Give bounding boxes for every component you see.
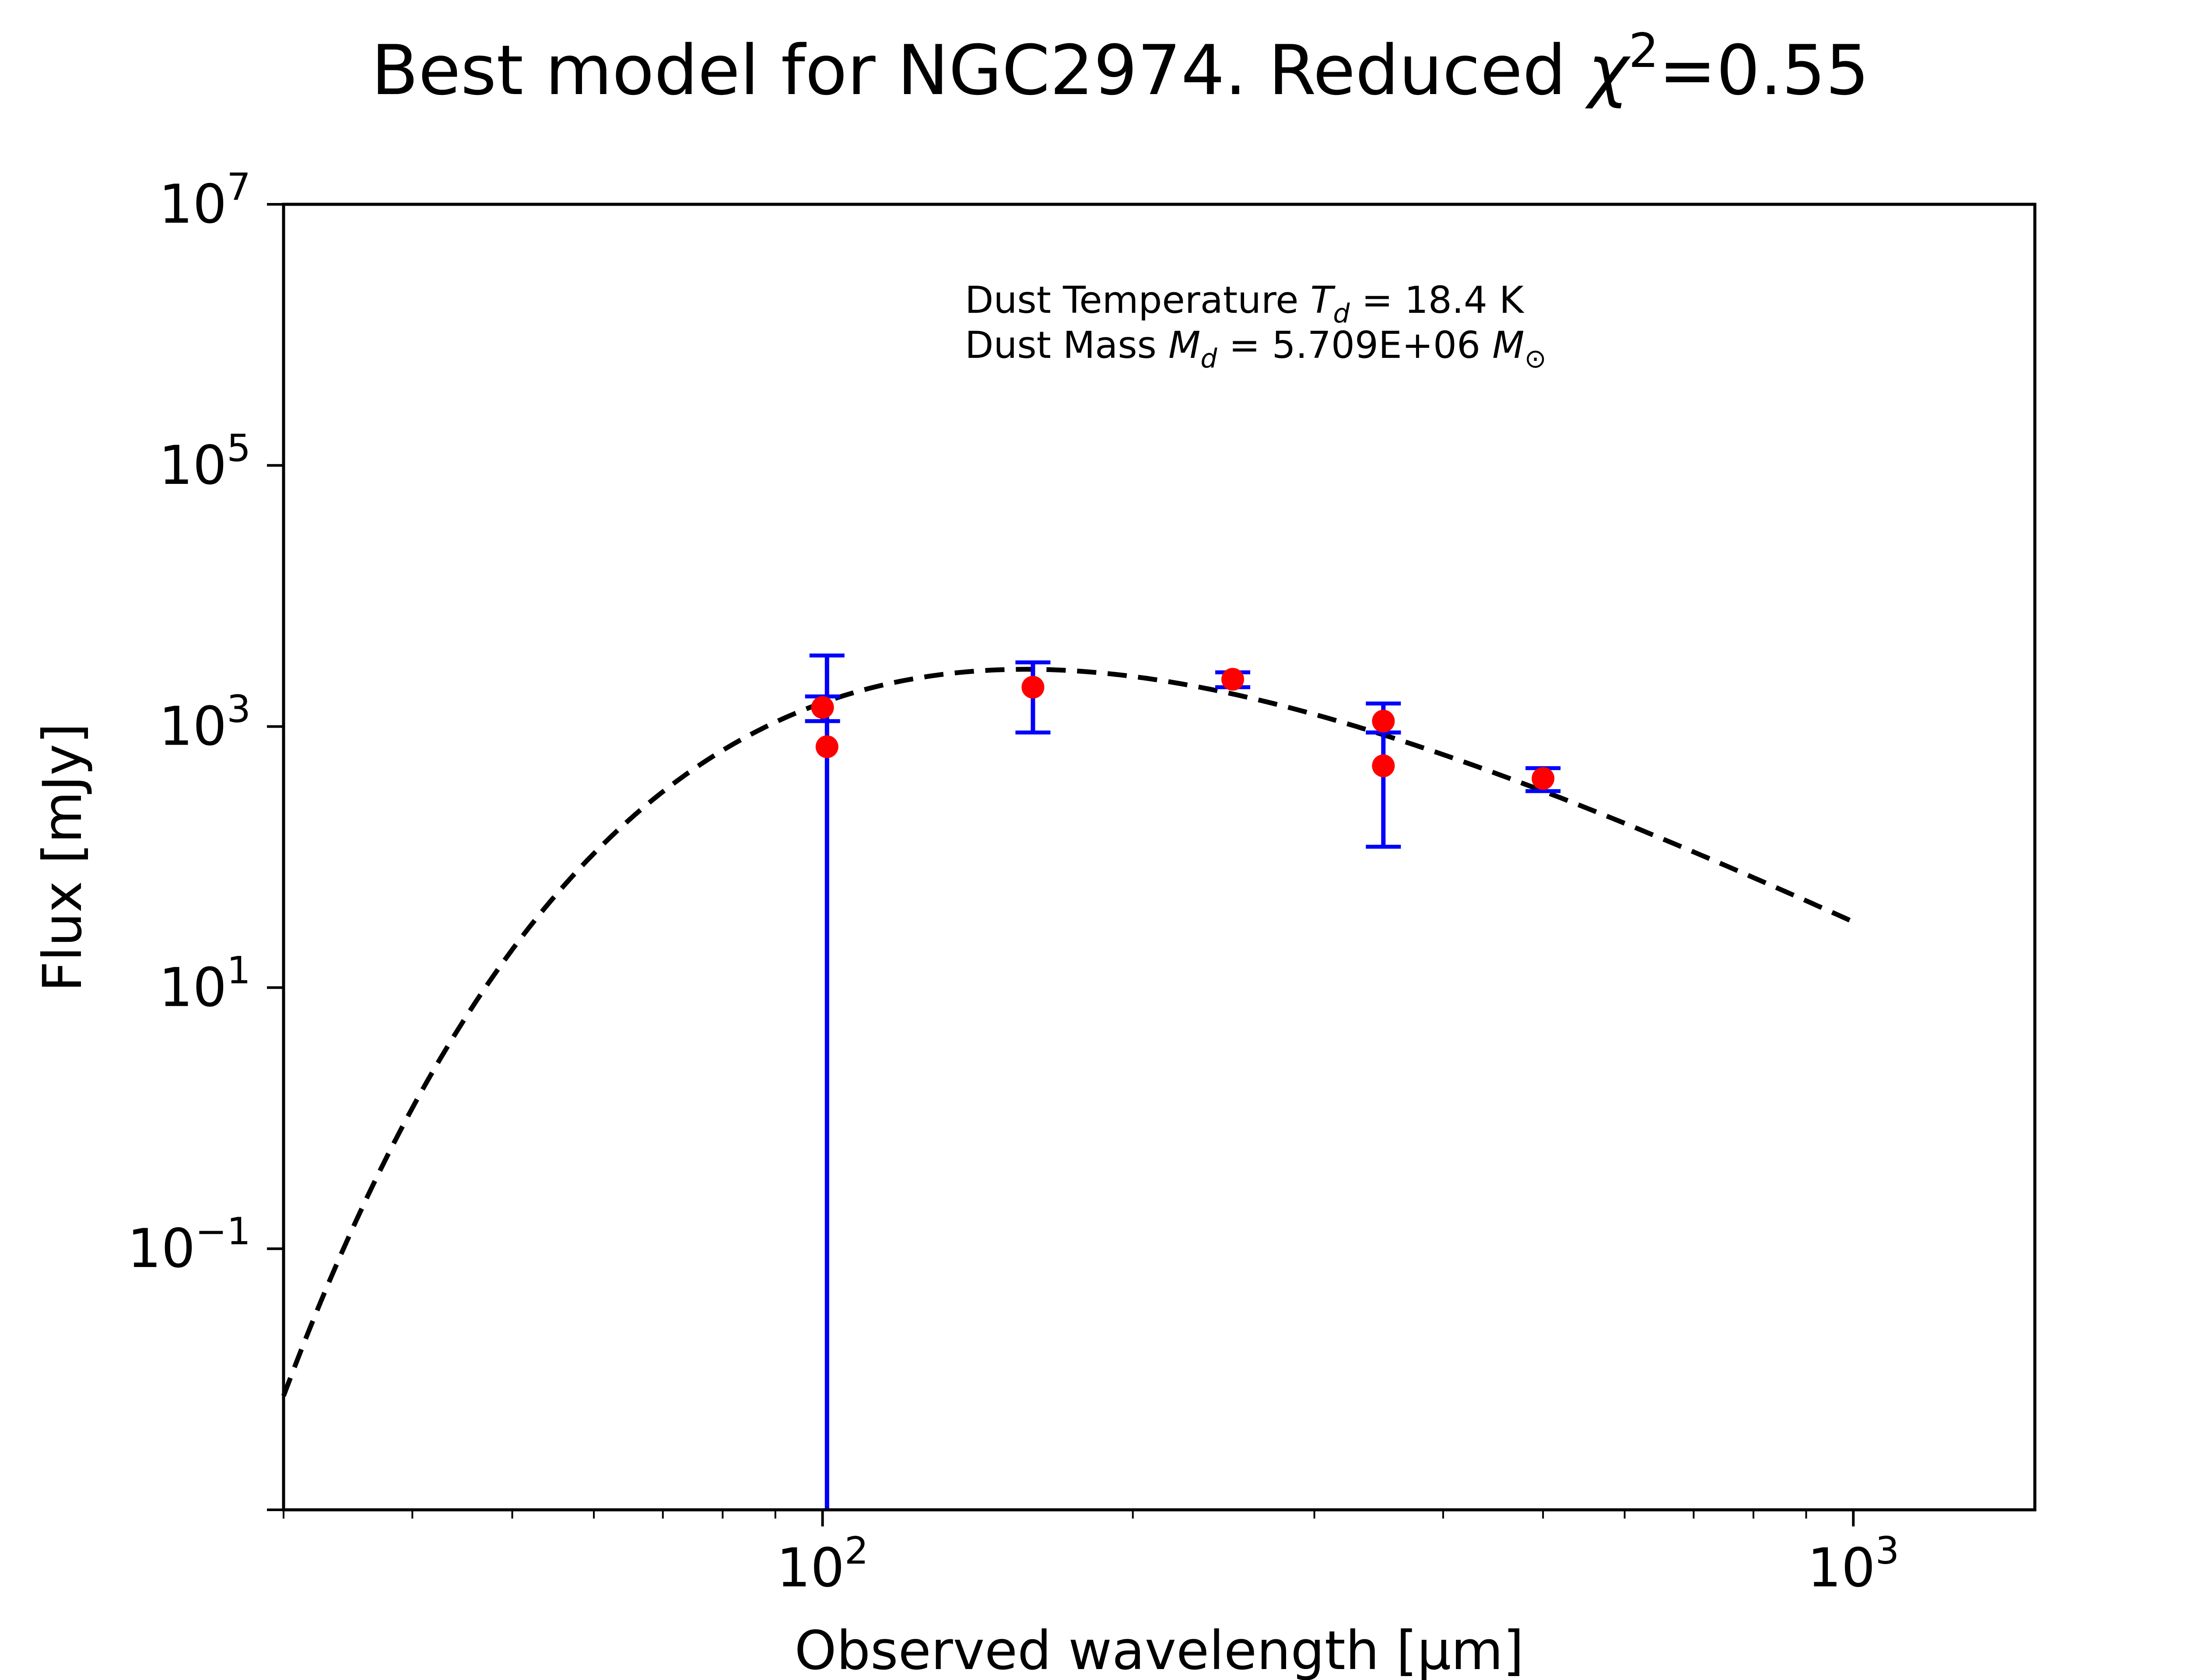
y-axis-label: Flux [mJy] [32, 723, 94, 992]
y-tick-label: 101 [159, 948, 251, 1018]
model-curve [281, 667, 1855, 1397]
dust-mass-unit-symbol: M [1492, 324, 1524, 367]
chart-title-suffix: =0.55 [1659, 31, 1869, 111]
model-curve-layer [281, 667, 1855, 1397]
dust-mass-label: Dust Mass [965, 324, 1168, 367]
x-tick-label: 103 [1807, 1529, 1899, 1599]
dust-temperature-value: = 18.4 K [1350, 279, 1525, 322]
y-tick-label: 10−1 [127, 1210, 251, 1280]
data-point [1372, 754, 1395, 777]
chart-title: Best model for NGC2974. Reduced χ2=0.55 [371, 24, 1869, 111]
chart-title-prefix: Best model for NGC2974. Reduced [371, 31, 1588, 111]
data-point [1532, 767, 1555, 790]
data-point [1021, 676, 1045, 699]
dust-temperature-annotation: Dust Temperature Td = 18.4 K [965, 279, 1525, 329]
dust-temperature-symbol: T [1310, 279, 1336, 322]
data-point-layer [811, 668, 1555, 790]
dust-mass-subscript: d [1200, 343, 1217, 374]
dust-mass-annotation: Dust Mass Md = 5.709E+06 M⊙ [965, 324, 1546, 374]
tick-labels: 102 103 107 105 103 101 10−1 [127, 165, 1899, 1599]
data-point [1221, 668, 1245, 691]
chart-title-chi: χ [1585, 31, 1631, 111]
dust-temperature-subscript: d [1333, 298, 1350, 329]
plot-area [267, 203, 2037, 1526]
plot-background [284, 204, 2035, 1510]
y-tick-label: 105 [159, 427, 251, 497]
x-tick-label: 102 [777, 1529, 869, 1599]
dust-mass-value: = 5.709E+06 [1217, 324, 1492, 367]
chart-title-chi-exponent: 2 [1629, 24, 1659, 78]
data-point [815, 735, 838, 758]
y-tick-label: 107 [159, 165, 251, 235]
data-point [811, 696, 834, 719]
dust-temperature-label: Dust Temperature [965, 279, 1310, 322]
plot-frame [282, 203, 2037, 1512]
y-tick-label: 103 [159, 688, 251, 758]
dust-mass-symbol: M [1168, 324, 1200, 367]
data-point [1372, 710, 1395, 733]
x-axis-label: Observed wavelength [μm] [795, 1620, 1524, 1680]
axis-ticks [267, 203, 1855, 1526]
dust-mass-unit-subscript: ⊙ [1524, 343, 1546, 374]
